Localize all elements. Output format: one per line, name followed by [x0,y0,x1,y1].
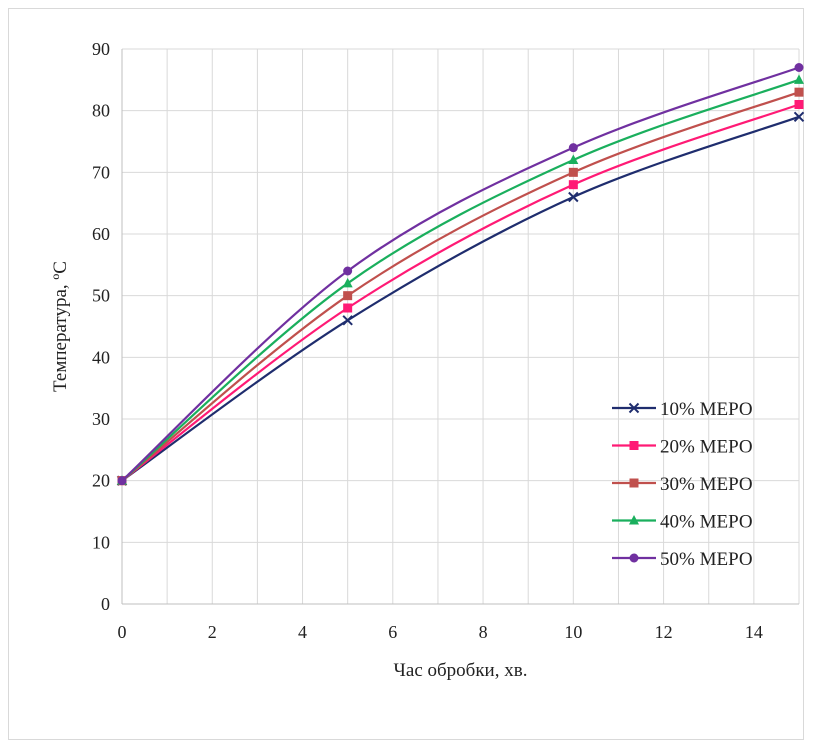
x-tick-label: 0 [118,622,127,642]
x-tick-label: 4 [298,622,307,642]
y-tick-label: 60 [92,224,110,244]
y-tick-label: 30 [92,409,110,429]
data-point [342,277,353,288]
axes: 0 2 4 6 8 10 12 14 0 10 20 30 40 50 60 70 80 90 [92,39,799,642]
y-tick-label: 0 [101,594,110,614]
series-line [121,103,800,482]
series-layer [116,63,805,486]
series-5 [117,63,804,486]
data-point [568,191,579,203]
y-tick-label: 20 [92,471,110,491]
data-point [794,87,804,97]
x-tick-label: 14 [745,622,763,642]
series-line [121,115,800,482]
y-tick-label: 80 [92,101,110,121]
y-tick-label: 10 [92,532,110,552]
legend-swatch-marker [629,478,639,488]
data-point [794,63,804,72]
x-tick-label: 12 [655,622,673,642]
legend-swatch-marker [629,515,639,525]
y-axis-title: Температура, ºС [50,261,71,392]
series-line [121,91,800,482]
x-axis-title: Час обробки, хв. [394,660,528,681]
data-point [343,303,353,313]
y-tick-label: 50 [92,286,110,306]
x-tick-label: 6 [388,622,397,642]
data-point [342,315,353,326]
series-3 [117,87,804,486]
legend-item: 10% МЕРО [612,399,753,420]
legend-item: 20% МЕРО [612,437,753,458]
data-point [568,143,578,153]
y-tick-label: 70 [92,162,110,182]
series-line [121,66,800,482]
legend-item: 50% МЕРО [612,549,753,570]
data-point [568,180,578,190]
y-tick-label: 90 [92,39,110,59]
series-2 [117,100,804,486]
x-tick-label: 10 [564,622,582,642]
data-point [343,266,353,276]
series-line [121,78,800,482]
legend-label: 30% МЕРО [660,474,753,495]
y-tick-label: 40 [92,347,110,367]
data-point [568,167,578,177]
legend-swatch-marker [628,402,640,414]
legend-label: 50% МЕРО [660,549,753,570]
legend-label: 10% МЕРО [660,399,753,420]
data-point [794,100,804,109]
data-point [343,291,353,301]
marker-stroke [628,402,640,414]
x-tick-label: 2 [208,622,217,642]
legend-label: 20% МЕРО [660,437,753,458]
legend: 10% МЕРО 20% МЕРО 30% МЕРО 40% МЕРО 50% МЕРО [612,399,753,570]
marker-stroke [568,191,579,203]
x-tick-label: 8 [479,622,488,642]
data-point [794,74,804,84]
legend-item: 30% МЕРО [612,474,753,495]
legend-swatch-marker [629,553,639,563]
legend-item: 40% МЕРО [612,512,753,533]
data-point [117,476,127,486]
marker-stroke [342,315,353,326]
marker-stroke [793,111,805,123]
series-1 [116,111,805,486]
legend-swatch-marker [629,441,639,450]
legend-label: 40% МЕРО [660,512,753,533]
data-point [568,154,579,164]
data-point [793,111,805,123]
chart-frame [8,8,804,740]
